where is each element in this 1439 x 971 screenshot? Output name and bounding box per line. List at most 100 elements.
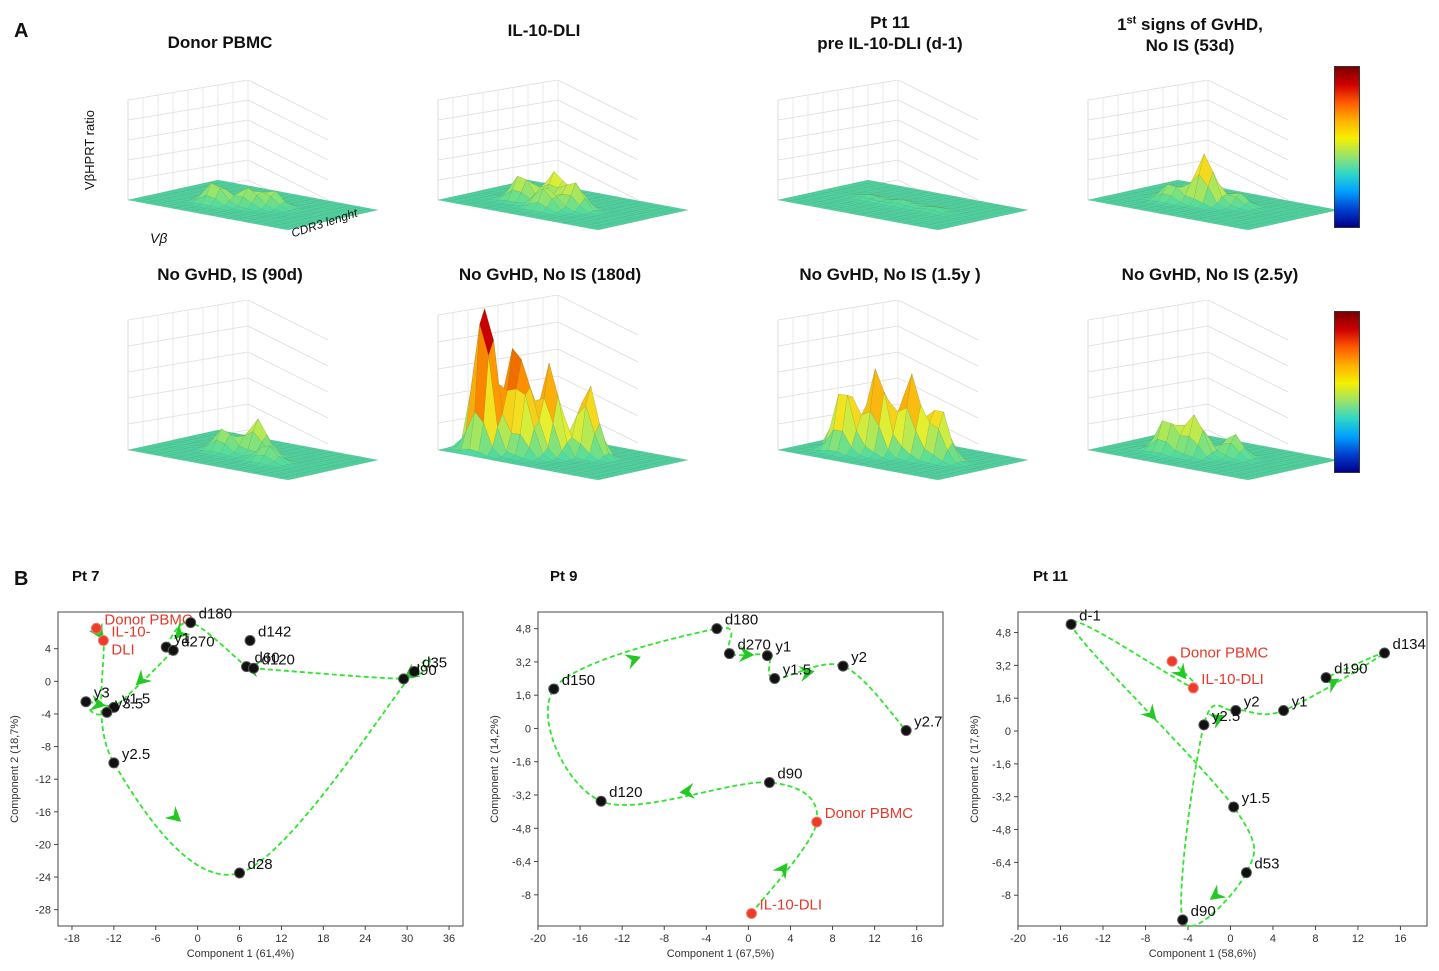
trajectory-arrow	[624, 654, 641, 670]
data-point-label: d53	[1254, 856, 1279, 873]
pca-plot-pt9: -20 -16 -12 -8 -4 0 4 8 12 16 4,8 3,2 1,6 0 -1,6 -3,2 -4…	[489, 611, 944, 960]
data-point	[763, 777, 775, 789]
data-point	[1320, 672, 1332, 684]
y-tick-label: -24	[35, 872, 51, 884]
data-point-label-line: d90	[1191, 903, 1216, 920]
surface-plot-2-5y	[1087, 300, 1339, 481]
surface-cell	[589, 227, 604, 231]
plot-frame	[537, 611, 944, 927]
data-point-label: d190	[1334, 661, 1367, 678]
data-point-label-line: d90	[412, 662, 437, 679]
data-point-label-line: d190	[1334, 661, 1367, 678]
y-tick-label: -12	[35, 774, 51, 786]
x-axis-label: Component 1 (67,5%)	[667, 948, 775, 960]
data-point-label-line: y1.5	[1242, 790, 1270, 807]
data-point-label: d120	[609, 784, 642, 801]
surface-title-4-text: 1st signs of GvHD, No IS (53d)	[1117, 14, 1263, 55]
surface-title-8: No GvHD, No IS (2.5y)	[1121, 265, 1299, 284]
trajectory-arrow	[679, 782, 696, 799]
data-point-label: y2	[1244, 694, 1260, 711]
surface-gridline	[897, 80, 979, 121]
y-tick-label: -20	[35, 839, 51, 851]
surface-title-3: Pt 11 pre IL-10-DLI (d-1)	[817, 13, 963, 53]
surface-plot-pre-il10-dli	[777, 80, 1029, 231]
data-point	[1278, 705, 1290, 717]
data-point-label: d90	[777, 766, 802, 783]
y-tick-label: -4,8	[512, 823, 531, 835]
y-tick-label: 1,6	[516, 690, 531, 702]
surface-title-6: No GvHD, No IS (180d)	[458, 265, 642, 284]
y-axis-label: Component 2 (17,8%)	[969, 715, 981, 823]
data-point	[595, 795, 607, 807]
data-point-label-line: d60	[255, 650, 280, 667]
data-point-label-line: d120	[609, 784, 642, 801]
surface-plot-il10-dli	[437, 80, 689, 231]
data-point-label-line: y1.5	[783, 662, 811, 679]
data-point-label: d90	[1191, 903, 1216, 920]
surface-gridline	[897, 325, 979, 367]
data-point-label: d134	[1393, 636, 1426, 653]
x-tick-label: 12	[275, 933, 287, 945]
surface-box	[437, 295, 639, 471]
surface-box	[127, 80, 329, 221]
surface-gridline	[247, 99, 329, 141]
pca-plot-pt7: -18 -12 -6 0 6 12 18 24 30 36 4 0 -4 -8 -12 -16 -20 -24 -2…	[9, 606, 464, 960]
x-tick-label: -16	[1053, 933, 1069, 945]
surface-gridline	[897, 300, 979, 341]
surface-gridline	[247, 351, 329, 393]
data-point-label: d60	[255, 650, 280, 667]
x-tick-label: 4	[787, 933, 793, 945]
data-point-label: y1	[1292, 694, 1308, 711]
surface-mesh	[777, 179, 1029, 231]
data-point	[1240, 867, 1252, 879]
plot-frame	[57, 611, 464, 927]
trajectory-arrow	[1140, 703, 1157, 721]
surface-gridline	[1207, 300, 1289, 341]
pca-plot-pt11: -20 -16 -12 -8 -4 0 4 8 12 16 4,8 3,2 1,6 0 -1,6 -3,2 -4…	[969, 607, 1428, 960]
data-point-label-line: IL-10-DLI	[760, 897, 823, 914]
surface-gridline	[1207, 139, 1289, 181]
x-tick-label: 8	[1312, 933, 1318, 945]
surface-gridline	[1207, 325, 1289, 367]
data-point	[746, 908, 758, 920]
y-tick-label: -1,6	[512, 757, 531, 769]
x-tick-label: -6	[151, 933, 161, 945]
x-tick-label: -20	[1010, 933, 1026, 945]
data-point-label-line: d142	[258, 624, 291, 641]
data-point-label: d-1	[1079, 607, 1101, 624]
trajectory-arrow	[164, 805, 182, 822]
data-point-label: d270	[737, 637, 770, 654]
data-point-label-line: d28	[248, 856, 273, 873]
surface-box	[127, 300, 329, 471]
surface-gridline	[897, 351, 979, 393]
trajectory-line	[1070, 620, 1386, 928]
trajectory-arrow	[1209, 884, 1227, 900]
trajectory-arrow	[1322, 678, 1340, 694]
surface-mesh	[1087, 414, 1339, 481]
y-tick-label: -28	[35, 905, 51, 917]
data-point-label-line: y1	[775, 639, 791, 656]
y-tick-label: -3,2	[992, 792, 1011, 804]
data-point	[1230, 705, 1242, 717]
surface-cell	[279, 477, 294, 481]
surface-gridline	[897, 119, 979, 161]
data-point-label-line: IL-10-	[111, 624, 150, 641]
data-point	[711, 623, 723, 635]
surface-gridline	[557, 295, 639, 336]
surface-gridline	[557, 159, 639, 201]
pca-title-pt11: Pt 11	[1033, 568, 1069, 585]
data-point-label: y3	[94, 685, 110, 702]
x-tick-label: 0	[195, 933, 201, 945]
surface-plot-1-5y	[777, 300, 1029, 481]
pca-title-pt9: Pt 9	[550, 568, 578, 585]
data-point	[408, 666, 420, 678]
y-tick-label: 3,2	[516, 657, 531, 669]
data-point-label-line: d35	[422, 655, 447, 672]
data-point-label: Donor PBMC	[1180, 644, 1269, 661]
y-tick-label: -8	[1001, 890, 1011, 902]
data-point-label: d120	[262, 651, 295, 668]
x-axis-label: Component 1 (61,4%)	[187, 948, 295, 960]
data-point-label-line: d120	[262, 651, 295, 668]
x-tick-label: 8	[829, 933, 835, 945]
panel-label-b: B	[14, 568, 29, 590]
